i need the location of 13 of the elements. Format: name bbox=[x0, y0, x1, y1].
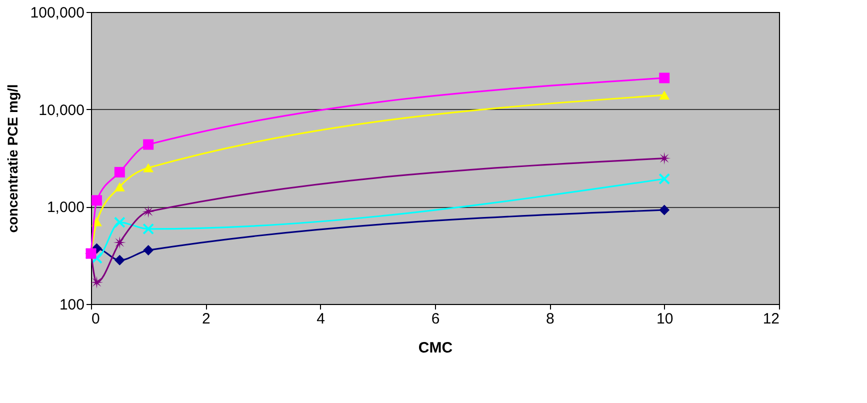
x-tick-label: 12 bbox=[762, 310, 780, 328]
x-tick-label: 4 bbox=[316, 310, 326, 328]
x-tick-label: 2 bbox=[202, 310, 210, 328]
y-tick-label: 10,000 bbox=[38, 102, 84, 119]
y-tick-label: 100 bbox=[59, 296, 84, 314]
x-tick-label: 6 bbox=[431, 310, 440, 328]
x-axis-title: CMC bbox=[418, 340, 453, 356]
y-tick-label: 100,000 bbox=[30, 4, 84, 22]
x-tick-label: 0 bbox=[92, 310, 100, 328]
y-tick-label: 1,000 bbox=[46, 199, 84, 216]
y-axis-title: concentratie PCE mg/l bbox=[4, 84, 20, 233]
x-tick-label: 10 bbox=[656, 310, 674, 328]
x-tick-label: 8 bbox=[546, 310, 554, 328]
